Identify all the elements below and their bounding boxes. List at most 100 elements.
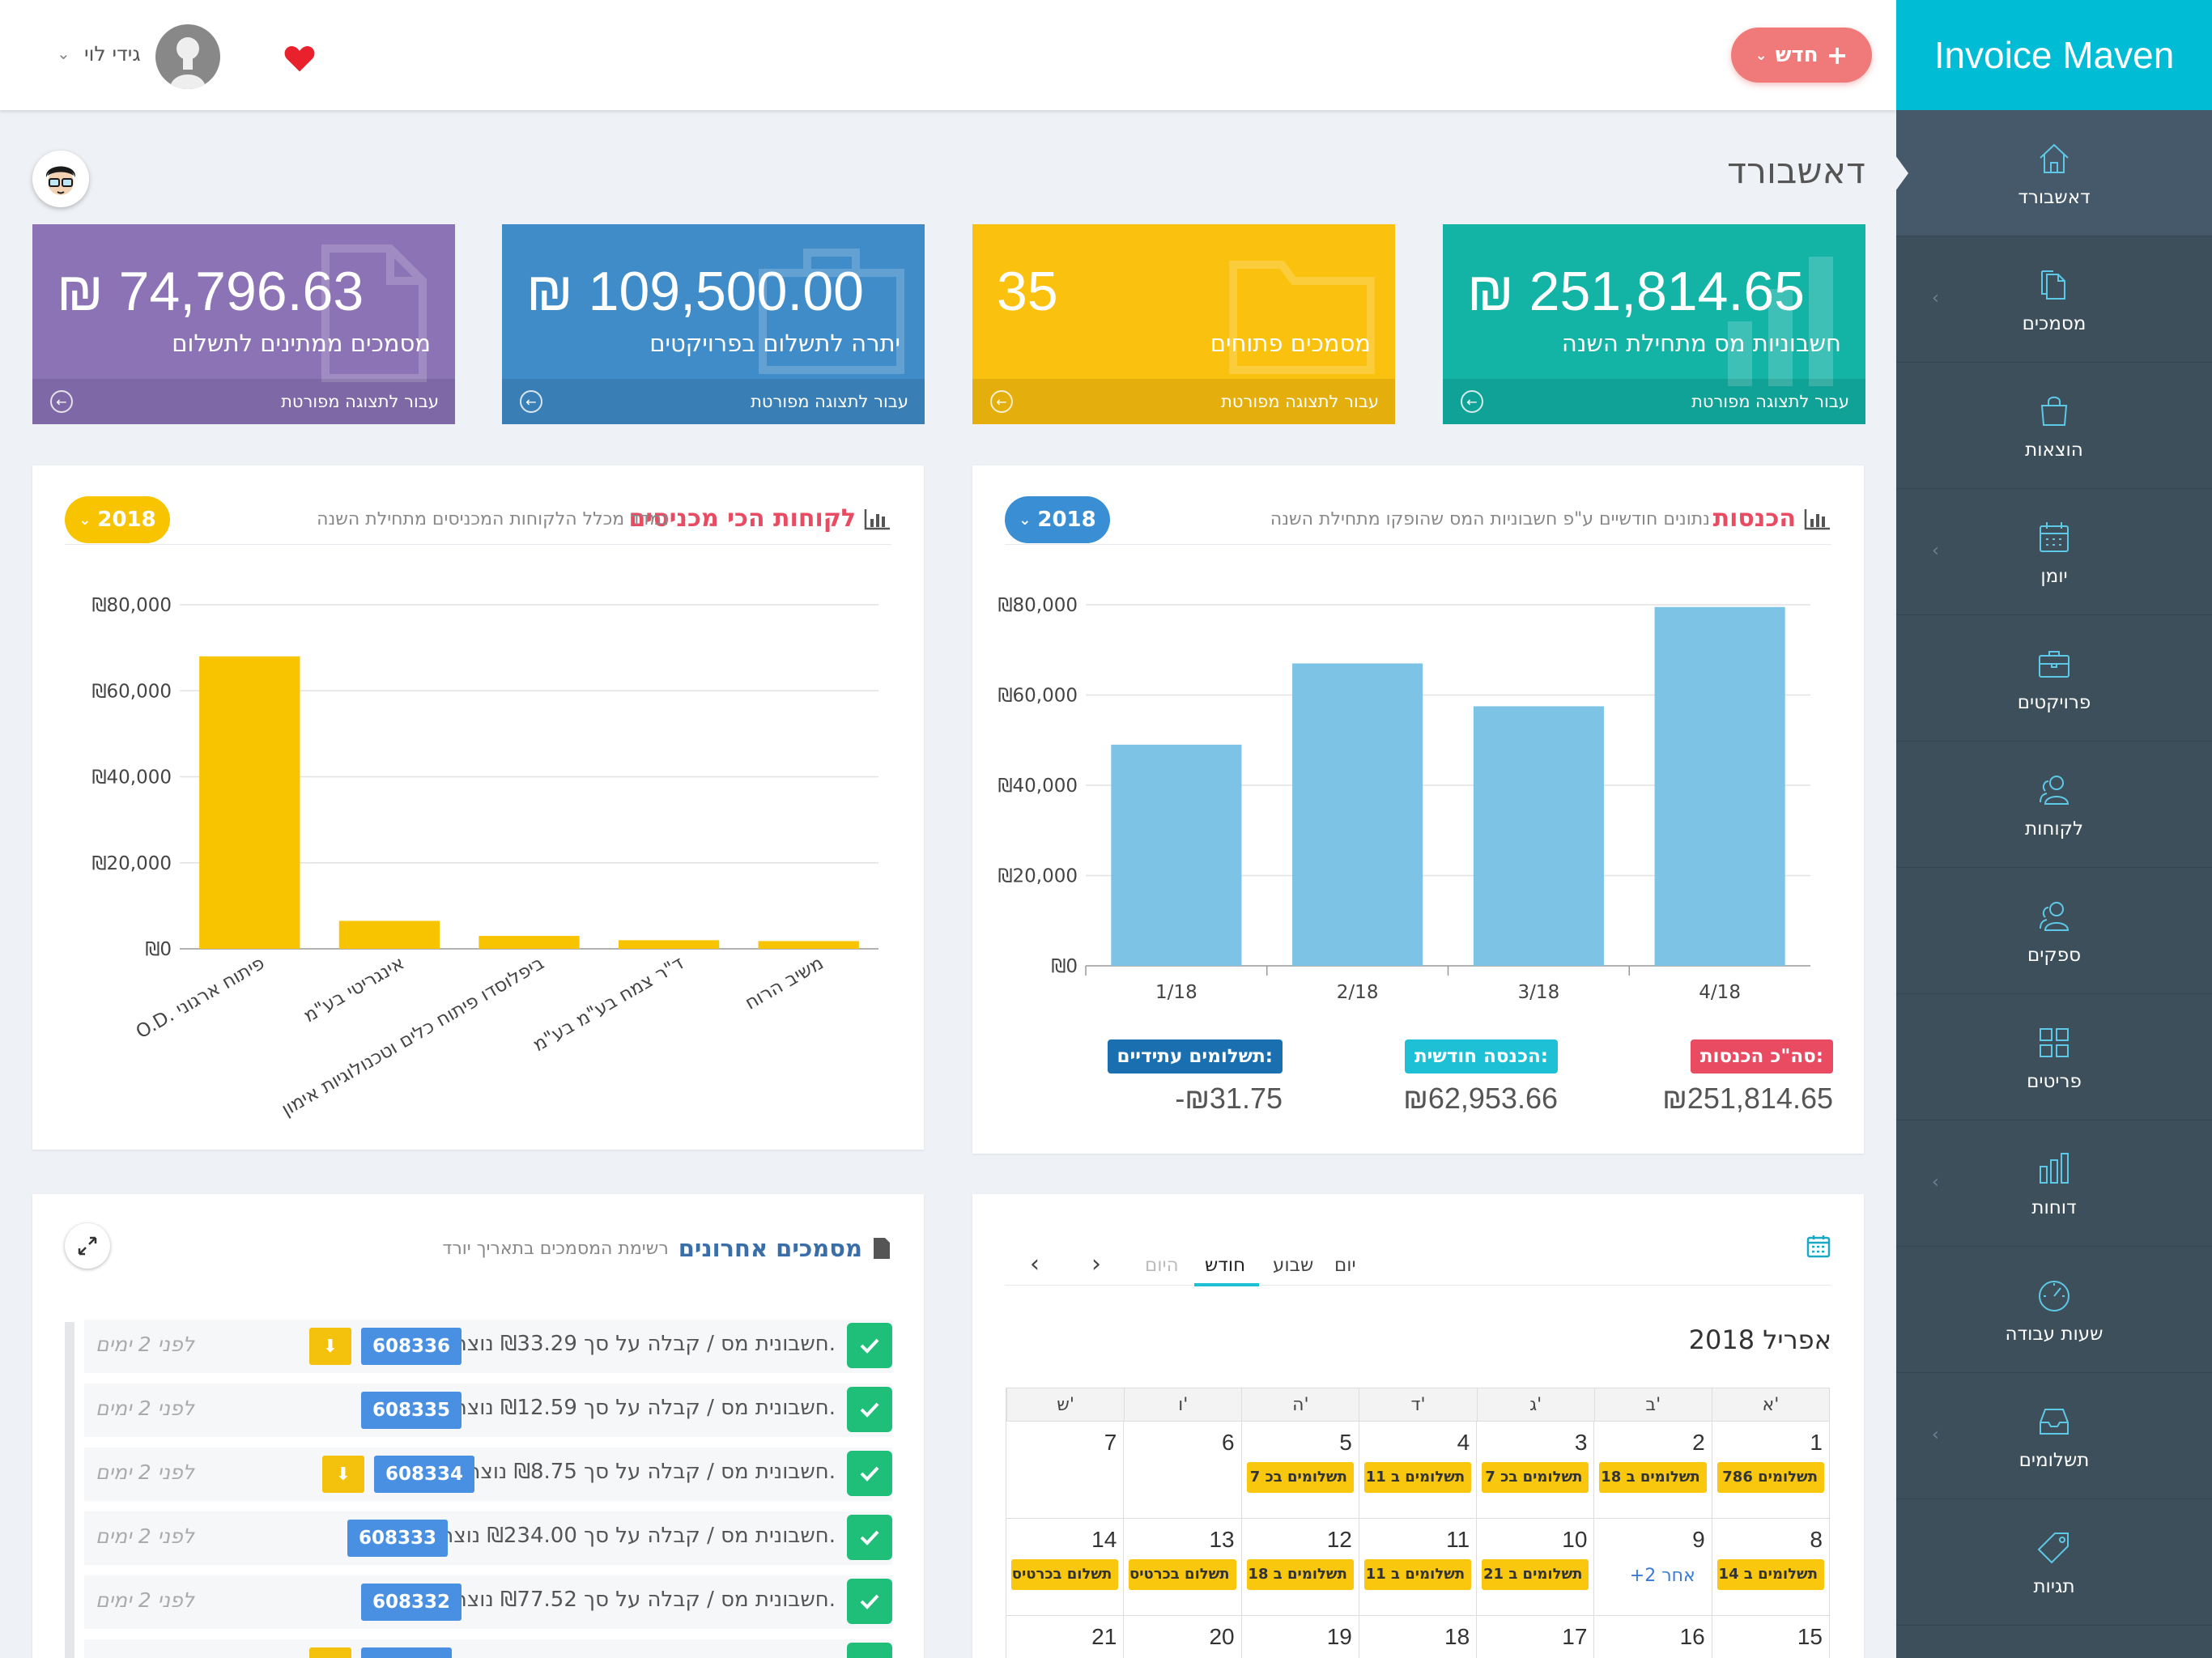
bar	[199, 656, 300, 949]
calendar-day[interactable]: 3 7 תשלומים בכ	[1477, 1422, 1595, 1518]
stat-footer[interactable]: ← עבור לתצוגה מפורטת	[32, 379, 455, 424]
heart-icon[interactable]	[283, 44, 316, 76]
timeline-scrollbar[interactable]	[65, 1322, 74, 1658]
sidebar-item-work-hours[interactable]: שעות עבודה	[1896, 1247, 2212, 1373]
avatar[interactable]	[155, 24, 220, 89]
calendar-day[interactable]: 2 18 תשלומים ב	[1594, 1422, 1712, 1518]
sidebar-item-payments[interactable]: ‹ תשלומים	[1896, 1373, 2212, 1499]
stat-link[interactable]: עבור לתצוגה מפורטת	[1221, 392, 1379, 411]
calendar-day[interactable]: 19	[1242, 1616, 1359, 1658]
stat-footer[interactable]: ← עבור לתצוגה מפורטת	[1443, 379, 1865, 424]
stat-footer[interactable]: ← עבור לתצוגה מפורטת	[502, 379, 925, 424]
active-tab-indicator	[1194, 1283, 1259, 1286]
list-item[interactable]: חשבונית מס / קבלה על סך ₪8.75 נוצרה. 608…	[84, 1448, 892, 1501]
calendar-event[interactable]: תשלום בכרטיס	[1011, 1559, 1119, 1590]
year-select[interactable]: ⌄ 2018	[1005, 496, 1110, 543]
stat-link[interactable]: עבור לתצוגה מפורטת	[281, 392, 439, 411]
sidebar-item-projects[interactable]: פרויקטים	[1896, 615, 2212, 742]
list-item[interactable]: חשבונית מס / קבלה על סך ₪77.52 נוצרה. 60…	[84, 1575, 892, 1629]
calendar-event[interactable]: 14 תשלומים ב	[1716, 1559, 1824, 1590]
calendar-more-link[interactable]: +2 אחר	[1629, 1566, 1695, 1586]
document-number-button[interactable]: 608333	[347, 1520, 449, 1557]
sidebar-item-tags[interactable]: תגיות	[1896, 1499, 2212, 1626]
calendar-day[interactable]: 6	[1124, 1422, 1242, 1518]
list-item[interactable]: חשבונית מס / קבלה על סך ₪234.00 נוצרה. 6…	[84, 1511, 892, 1565]
weekday-header: ו'	[1124, 1388, 1241, 1421]
calendar-event[interactable]: 786 תשלומים	[1716, 1462, 1824, 1493]
calendar-event[interactable]: תשלום בכרטיס	[1129, 1559, 1236, 1590]
calendar-day[interactable]: 15	[1712, 1616, 1830, 1658]
stat-card-invoices[interactable]: ₪ 251,814.65 חשבוניות מס מתחילת השנה ← ע…	[1443, 224, 1865, 424]
tab-day[interactable]: יום	[1334, 1255, 1356, 1276]
y-tick-label: ₪60,000	[998, 686, 1078, 707]
calendar-day[interactable]: 14 תשלום בכרטיס	[1006, 1519, 1125, 1615]
sidebar-item-calendar[interactable]: ‹ יומן	[1896, 489, 2212, 615]
calendar-day[interactable]: 5 7 תשלומים בכ	[1242, 1422, 1359, 1518]
calendar-event[interactable]: 7 תשלומים בכ	[1246, 1462, 1354, 1493]
calendar-day[interactable]: 8 14 תשלומים ב	[1712, 1519, 1830, 1615]
panel-subtitle: נתונים חודשיים ע"פ חשבוניות המס שהופקו מ…	[1270, 509, 1710, 529]
year-select[interactable]: ⌄ 2018	[65, 496, 170, 543]
calendar-day[interactable]: 18	[1359, 1616, 1478, 1658]
calendar-day-number: 8	[1810, 1527, 1823, 1552]
document-number-button[interactable]	[361, 1647, 452, 1658]
calendar-day[interactable]: 10 21 תשלומים ב	[1477, 1519, 1595, 1615]
tab-week[interactable]: שבוע	[1273, 1255, 1314, 1276]
calendar-event[interactable]: 11 תשלומים ב	[1363, 1462, 1472, 1493]
calendar-event[interactable]: 18 תשלומים ב	[1599, 1462, 1707, 1493]
user-name[interactable]: גידי לוי	[84, 42, 141, 66]
stat-card-projects-balance[interactable]: ₪ 109,500.00 יתרה לתשלום בפרויקטים ← עבו…	[502, 224, 925, 424]
calendar-event[interactable]: 11 תשלומים ב	[1363, 1559, 1472, 1590]
calendar-day[interactable]: 16	[1594, 1616, 1712, 1658]
download-icon[interactable]	[309, 1647, 351, 1658]
sidebar-item-documents[interactable]: ‹ מסמכים	[1896, 236, 2212, 363]
tab-month[interactable]: חודש	[1205, 1255, 1246, 1276]
calendar-day[interactable]: 11 11 תשלומים ב	[1359, 1519, 1478, 1615]
calendar-day[interactable]: 13 תשלום בכרטיס	[1124, 1519, 1242, 1615]
stat-link[interactable]: עבור לתצוגה מפורטת	[751, 392, 908, 411]
calendar-day[interactable]: 9 +2 אחר	[1594, 1519, 1712, 1615]
document-number-button[interactable]: 608335	[361, 1392, 462, 1429]
calendar-event[interactable]: 18 תשלומים ב	[1246, 1559, 1354, 1590]
stat-link[interactable]: עבור לתצוגה מפורטת	[1691, 392, 1849, 411]
stat-footer[interactable]: ← עבור לתצוגה מפורטת	[972, 379, 1395, 424]
calendar-event[interactable]: 7 תשלומים בכ	[1482, 1462, 1589, 1493]
chevron-down-icon[interactable]: ⌄	[57, 44, 70, 63]
calendar-day[interactable]: 17	[1477, 1616, 1595, 1658]
chevron-left-icon[interactable]: ‹	[1030, 1250, 1040, 1278]
document-number-button[interactable]: 608336	[361, 1328, 462, 1365]
calendar-day[interactable]: 1 786 תשלומים	[1712, 1422, 1830, 1518]
sidebar-item-reports[interactable]: ‹ דוחות	[1896, 1120, 2212, 1247]
document-number-button[interactable]: 608334	[374, 1456, 475, 1493]
sidebar-item-items[interactable]: פריטים	[1896, 994, 2212, 1120]
calendar-day[interactable]: 20	[1124, 1616, 1242, 1658]
sidebar-item-clients[interactable]: לקוחות	[1896, 742, 2212, 868]
list-item[interactable]: חשבונית מס / קבלה על סך ₪33.29 נוצרה. 60…	[84, 1320, 892, 1373]
check-icon	[847, 1451, 892, 1496]
download-icon[interactable]: ⬇	[322, 1456, 364, 1493]
chevron-left-icon: ‹	[1932, 288, 1939, 308]
chevron-right-icon[interactable]: ›	[1091, 1250, 1101, 1278]
calendar-event[interactable]: 21 תשלומים ב	[1482, 1559, 1589, 1590]
sidebar-item-expenses[interactable]: הוצאות	[1896, 363, 2212, 489]
download-icon[interactable]: ⬇	[309, 1328, 351, 1365]
calendar-day[interactable]: 7	[1006, 1422, 1125, 1518]
calendar-day[interactable]: 4 11 תשלומים ב	[1359, 1422, 1478, 1518]
sidebar-item-dashboard[interactable]: דאשבורד	[1895, 110, 2212, 236]
bar-chart-icon	[2040, 1152, 2069, 1184]
calendar-day-number: 11	[1446, 1527, 1470, 1552]
stat-card-open-documents[interactable]: 35 מסמכים פתוחים ← עבור לתצוגה מפורטת	[972, 224, 1395, 424]
calendar-day[interactable]: 12 18 תשלומים ב	[1242, 1519, 1359, 1615]
brand-logo[interactable]: Invoice Maven	[1896, 0, 2212, 110]
new-button[interactable]: ⌄ חדש +	[1731, 28, 1872, 83]
stat-card-pending-payment[interactable]: ₪ 74,796.63 מסמכים ממתינים לתשלום ← עבור…	[32, 224, 455, 424]
sidebar-item-suppliers[interactable]: ספקים	[1896, 868, 2212, 994]
mascot-icon[interactable]	[32, 151, 89, 207]
expand-button[interactable]	[65, 1223, 110, 1269]
list-item[interactable]: חשבונית מס / קבלה על סך ₪12.59 נוצרה. 60…	[84, 1384, 892, 1437]
calendar-day[interactable]: 21	[1006, 1616, 1125, 1658]
tab-today[interactable]: היום	[1145, 1255, 1179, 1276]
x-tick-label: ביפלוסדו פיתוח כלים וטכנולוגיות אימון	[278, 953, 547, 1120]
document-number-button[interactable]: 608332	[361, 1584, 462, 1621]
list-item[interactable]	[84, 1639, 892, 1658]
